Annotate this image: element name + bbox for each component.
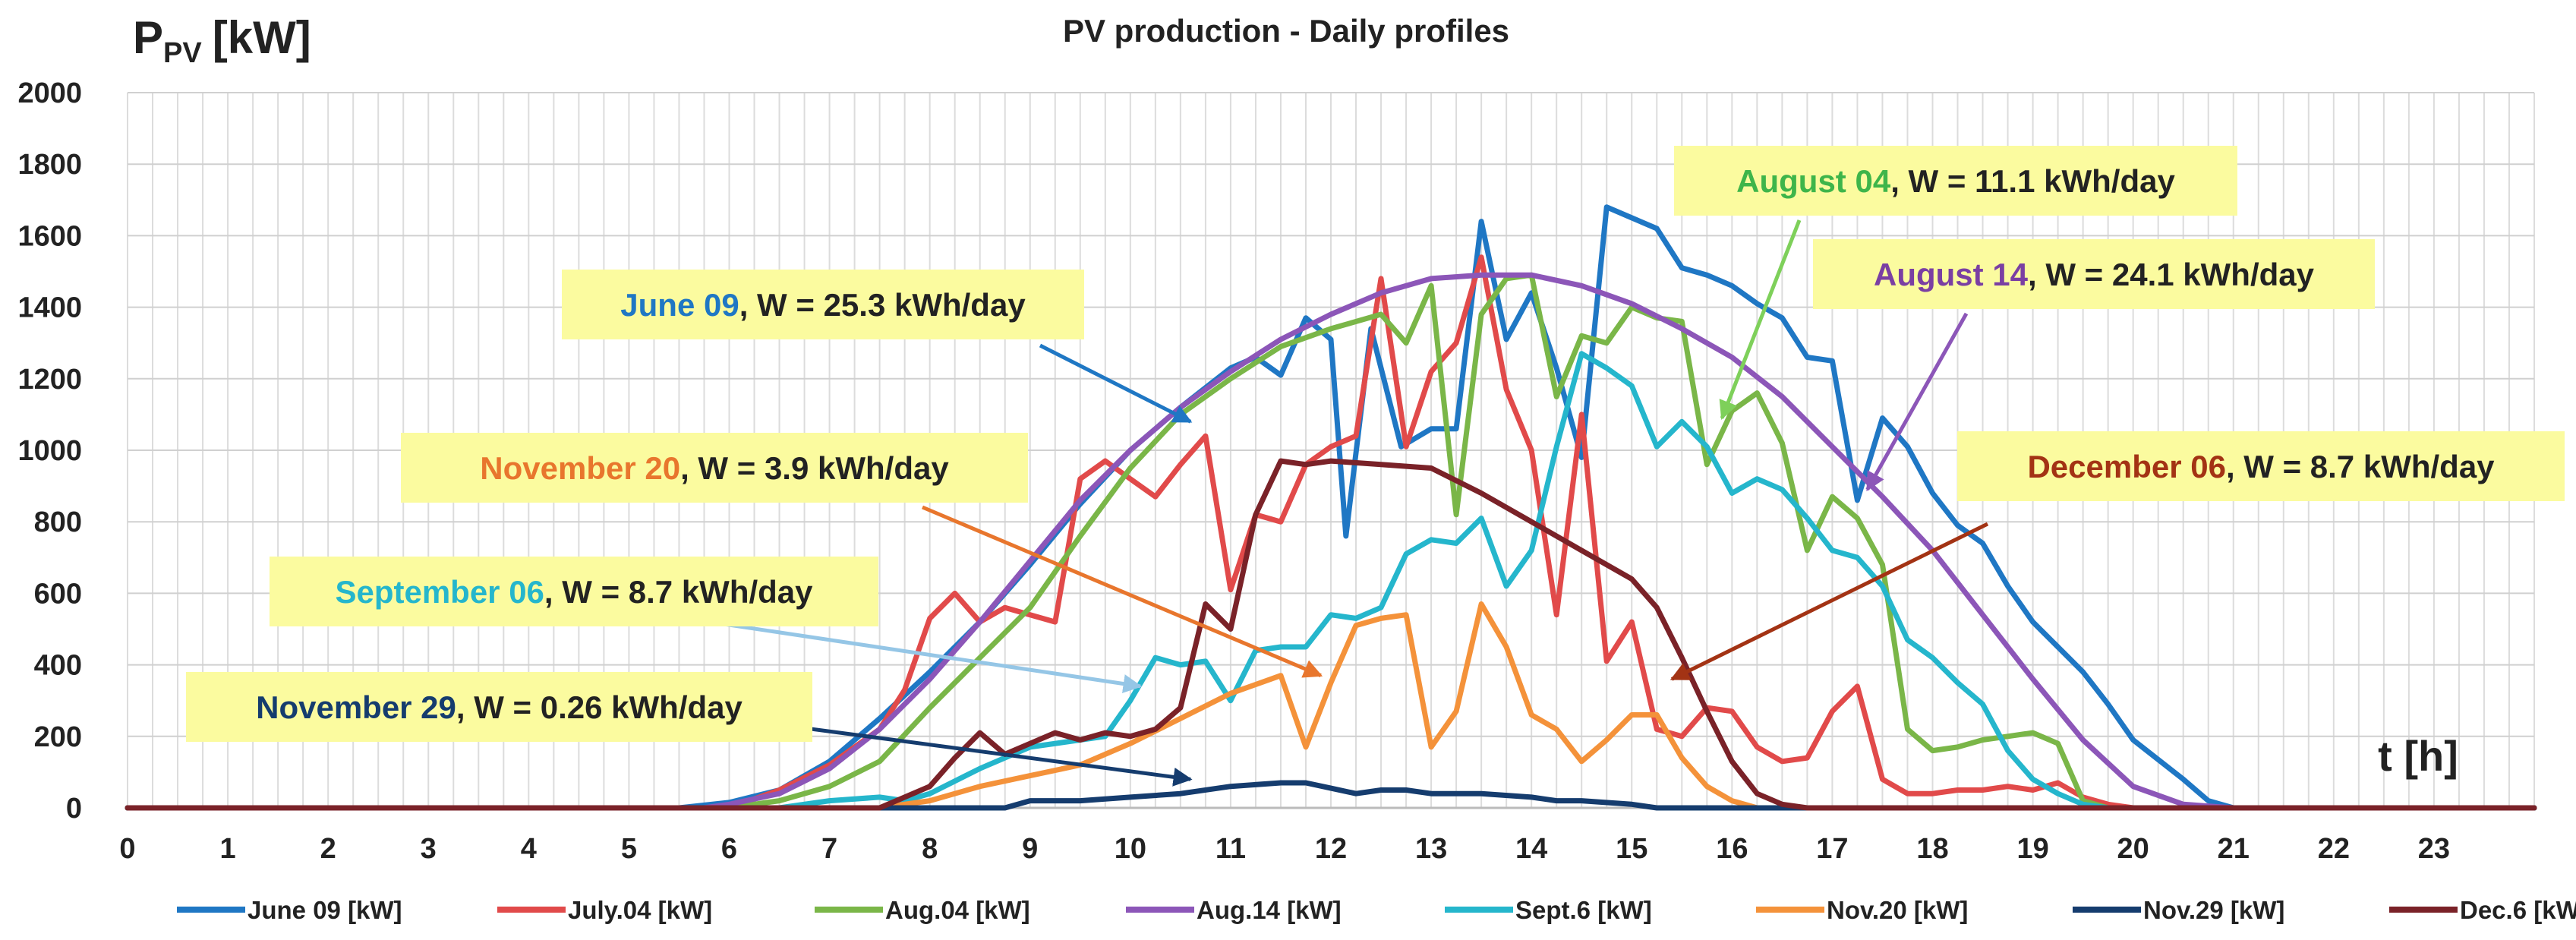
legend-label: June 09 [kW]	[248, 896, 402, 924]
x-tick-label: 7	[821, 833, 837, 865]
data-series	[125, 204, 2537, 811]
annotation-arrow	[1865, 312, 1969, 491]
y-tick-label: 600	[34, 578, 82, 610]
annotation-date: November 29	[256, 689, 456, 725]
x-tick-label: 5	[621, 833, 637, 865]
y-tick-label: 1600	[17, 220, 82, 252]
y-axis-label-subscript: PV	[163, 37, 202, 69]
annotation-date: December 06	[2027, 449, 2226, 484]
y-axis-label-main: P	[133, 12, 163, 63]
legend-label: Dec.6 [kW]	[2460, 896, 2576, 924]
x-tick-label: 1	[220, 833, 236, 865]
x-tick-label: 4	[521, 833, 537, 865]
y-axis-label: PPV [kW]	[133, 12, 311, 69]
annotation-date: June 09	[620, 287, 739, 323]
annotation-date: August 14	[1874, 257, 2029, 292]
annotation-energy: , W = 3.9 kWh/day	[680, 450, 949, 486]
x-tick-label: 6	[721, 833, 737, 865]
y-tick-label: 1800	[17, 149, 82, 181]
annotation-date: November 20	[480, 450, 680, 486]
y-axis-label-unit: [kW]	[213, 12, 311, 63]
annotation-label: June 09, W = 25.3 kWh/day	[620, 287, 1026, 323]
annotation-date: August 04	[1736, 163, 1891, 199]
y-tick-label: 200	[34, 721, 82, 753]
annotation-date: September 06	[335, 574, 544, 610]
x-tick-label: 19	[2016, 833, 2048, 865]
annotation-arrow	[1670, 522, 1989, 681]
legend-label: Aug.14 [kW]	[1197, 896, 1342, 924]
x-tick-label: 21	[2218, 833, 2250, 865]
series-line-7	[125, 780, 2537, 811]
y-tick-label: 800	[34, 506, 82, 538]
y-tick-label: 1200	[17, 364, 82, 396]
annotation-box	[1957, 431, 2565, 501]
x-tick-label: 20	[2117, 833, 2149, 865]
annotation-label: August 04, W = 11.1 kWh/day	[1736, 163, 2175, 199]
series-line-3	[125, 272, 2537, 811]
x-tick-label: 15	[1616, 833, 1647, 865]
x-tick-label: 2	[320, 833, 336, 865]
annotation-energy: , W = 25.3 kWh/day	[739, 287, 1026, 323]
x-tick-label: 17	[1816, 833, 1848, 865]
x-tick-label: 16	[1716, 833, 1748, 865]
x-tick-label: 3	[421, 833, 437, 865]
y-tick-label: 0	[66, 793, 82, 825]
annotation-box	[562, 270, 1084, 339]
x-tick-label: 23	[2418, 833, 2450, 865]
legend-label: Nov.20 [kW]	[1827, 896, 1968, 924]
annotation-box	[270, 557, 878, 626]
series-line-6	[125, 601, 2537, 811]
legend-label: Sept.6 [kW]	[1515, 896, 1652, 924]
chart-title: PV production - Daily profiles	[1063, 13, 1509, 49]
annotation-energy: , W = 8.7 kWh/day	[2226, 449, 2495, 484]
legend-label: July.04 [kW]	[568, 896, 712, 924]
y-tick-label: 1000	[17, 435, 82, 467]
x-tick-label: 9	[1022, 833, 1038, 865]
annotation-label: November 20, W = 3.9 kWh/day	[480, 450, 949, 486]
x-tick-label: 14	[1515, 833, 1547, 865]
annotation-label: December 06, W = 8.7 kWh/day	[2027, 449, 2495, 484]
annotation-box	[1674, 146, 2237, 216]
annotation-energy: , W = 8.7 kWh/day	[544, 574, 813, 610]
annotation-arrow	[713, 620, 1143, 693]
x-tick-label: 10	[1115, 833, 1146, 865]
x-tick-label: 0	[119, 833, 135, 865]
annotation-energy: , W = 24.1 kWh/day	[2028, 257, 2315, 292]
annotation-box	[401, 433, 1028, 503]
x-tick-label: 8	[922, 833, 938, 865]
legend-label: Aug.04 [kW]	[885, 896, 1030, 924]
x-tick-label: 18	[1916, 833, 1948, 865]
series-line-2	[125, 254, 2537, 811]
annotation-label: November 29, W = 0.26 kWh/day	[256, 689, 743, 725]
legend-label: Nov.29 [kW]	[2143, 896, 2284, 924]
annotation-arrow	[1039, 343, 1193, 424]
annotation-arrow	[922, 505, 1323, 678]
annotation-box	[186, 672, 812, 742]
y-tick-label: 2000	[17, 77, 82, 109]
x-axis-ticks: 0 1 2 3 4 5 6 7 8 9 10 11 12 13 14 15 16 17 18 19 20 21 22 23	[119, 833, 2450, 865]
x-tick-label: 13	[1415, 833, 1447, 865]
y-tick-label: 1400	[17, 292, 82, 324]
series-line-4	[125, 272, 2537, 811]
chart-legend: June 09 [kW] July.04 [kW] Aug.04 [kW] Aug.1…	[177, 896, 2576, 924]
series-line-8	[125, 458, 2537, 811]
annotation-box	[1813, 239, 2375, 309]
x-axis-label: t [h]	[2378, 732, 2458, 780]
x-tick-label: 22	[2318, 833, 2350, 865]
y-axis-ticks: 0 200 400 600 800 1000 1200 1400 1600 1800 2000	[17, 77, 82, 825]
annotation-arrow	[1719, 219, 1802, 420]
annotation-label: September 06, W = 8.7 kWh/day	[335, 574, 813, 610]
x-tick-label: 12	[1315, 833, 1347, 865]
annotation-label: August 14, W = 24.1 kWh/day	[1874, 257, 2315, 292]
annotation-energy: , W = 0.26 kWh/day	[456, 689, 743, 725]
annotation-energy: , W = 11.1 kWh/day	[1890, 163, 2175, 199]
y-tick-label: 400	[34, 650, 82, 682]
x-tick-label: 11	[1215, 833, 1246, 865]
